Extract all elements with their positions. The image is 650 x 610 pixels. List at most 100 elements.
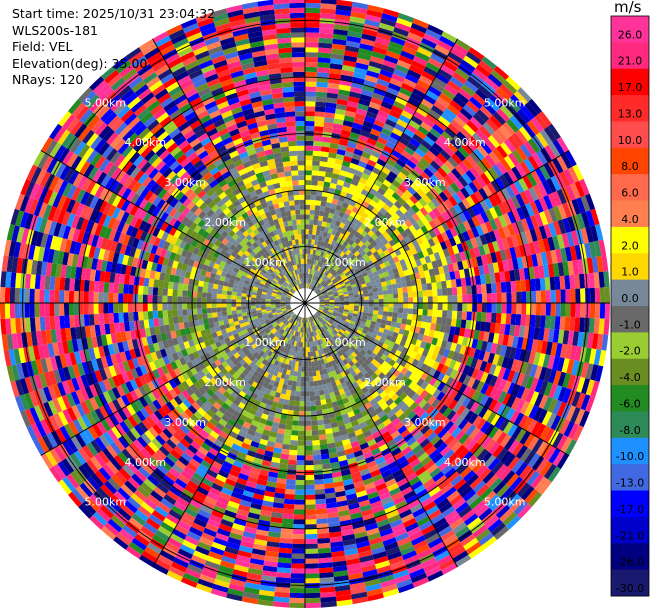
velocity-gate <box>437 224 446 234</box>
velocity-gate <box>353 305 359 309</box>
velocity-gate <box>502 260 510 272</box>
velocity-gate <box>309 219 314 225</box>
velocity-gate <box>388 183 398 193</box>
velocity-gate <box>567 260 575 276</box>
velocity-gate <box>574 244 582 260</box>
velocity-gate <box>306 263 310 269</box>
velocity-gate <box>391 192 401 201</box>
velocity-gate <box>346 172 355 179</box>
velocity-gate <box>319 156 329 163</box>
velocity-gate <box>305 529 318 535</box>
velocity-gate <box>374 83 388 92</box>
velocity-gate <box>458 146 470 159</box>
velocity-gate <box>321 262 326 268</box>
velocity-gate <box>539 315 546 329</box>
velocity-gate <box>333 118 344 125</box>
velocity-gate <box>497 261 505 273</box>
velocity-gate <box>511 166 523 180</box>
velocity-gate <box>353 148 364 156</box>
velocity-gate <box>368 309 374 314</box>
velocity-gate <box>366 260 374 267</box>
velocity-gate <box>407 32 424 43</box>
velocity-gate <box>378 273 385 279</box>
velocity-gate <box>408 303 414 309</box>
velocity-gate <box>324 304 330 306</box>
velocity-gate <box>410 182 420 192</box>
velocity-gate <box>373 274 380 281</box>
velocity-gate <box>290 578 305 584</box>
velocity-gate <box>309 259 312 265</box>
velocity-gate <box>364 256 371 263</box>
velocity-gate <box>358 265 365 271</box>
velocity-gate <box>401 318 407 325</box>
velocity-gate <box>328 187 336 194</box>
velocity-gate <box>524 189 535 203</box>
velocity-gate <box>338 139 349 147</box>
velocity-gate <box>283 434 292 440</box>
velocity-gate <box>309 391 315 397</box>
velocity-gate <box>436 316 442 325</box>
velocity-gate <box>300 386 305 392</box>
velocity-gate <box>481 284 487 294</box>
velocity-gate <box>337 243 343 250</box>
velocity-gate <box>436 281 442 290</box>
velocity-gate <box>394 64 409 74</box>
velocity-gate <box>467 218 476 229</box>
velocity-gate <box>369 154 379 163</box>
velocity-gate <box>363 226 371 234</box>
velocity-gate <box>564 246 573 262</box>
velocity-gate <box>492 240 500 253</box>
velocity-gate <box>442 188 453 199</box>
velocity-gate <box>420 225 429 235</box>
velocity-gate <box>322 291 328 295</box>
velocity-gate <box>476 255 483 267</box>
velocity-gate <box>305 587 321 594</box>
velocity-gate <box>350 127 362 135</box>
velocity-gate <box>354 238 361 245</box>
velocity-gate <box>556 136 570 153</box>
velocity-gate <box>437 167 448 178</box>
velocity-gate <box>450 279 457 288</box>
velocity-gate <box>319 279 324 284</box>
velocity-gate <box>440 149 452 161</box>
velocity-gate <box>543 264 550 278</box>
velocity-gate <box>313 286 317 292</box>
velocity-gate <box>480 172 491 186</box>
velocity-gate <box>505 76 521 91</box>
velocity-gate <box>456 190 466 202</box>
velocity-gate <box>335 4 352 12</box>
velocity-gate <box>323 258 328 264</box>
velocity-gate <box>447 80 462 93</box>
velocity-gate <box>318 285 324 290</box>
velocity-gate <box>308 234 313 240</box>
velocity-gate <box>391 179 401 189</box>
velocity-gate <box>336 200 344 207</box>
velocity-gate <box>472 178 483 191</box>
velocity-gate <box>282 513 294 520</box>
velocity-gate <box>397 171 408 181</box>
velocity-gate <box>355 143 365 152</box>
velocity-gate <box>291 430 299 436</box>
velocity-gate <box>406 319 412 326</box>
velocity-gate <box>393 68 407 79</box>
velocity-gate <box>300 391 305 397</box>
velocity-gate <box>338 308 344 312</box>
velocity-gate <box>471 215 481 227</box>
velocity-gate <box>326 162 335 169</box>
velocity-gate <box>312 280 315 285</box>
velocity-gate <box>331 229 337 236</box>
velocity-gate <box>283 399 290 405</box>
velocity-gate <box>305 440 313 446</box>
velocity-gate <box>314 126 324 132</box>
velocity-gate <box>343 293 349 297</box>
velocity-gate <box>557 219 567 235</box>
velocity-gate <box>364 115 376 124</box>
velocity-gate <box>337 226 343 233</box>
velocity-gate <box>407 241 415 250</box>
velocity-gate <box>461 259 469 270</box>
velocity-gate <box>396 59 411 70</box>
velocity-gate <box>375 36 391 46</box>
velocity-gate <box>435 243 443 252</box>
velocity-gate <box>486 98 500 112</box>
velocity-gate <box>405 124 418 134</box>
